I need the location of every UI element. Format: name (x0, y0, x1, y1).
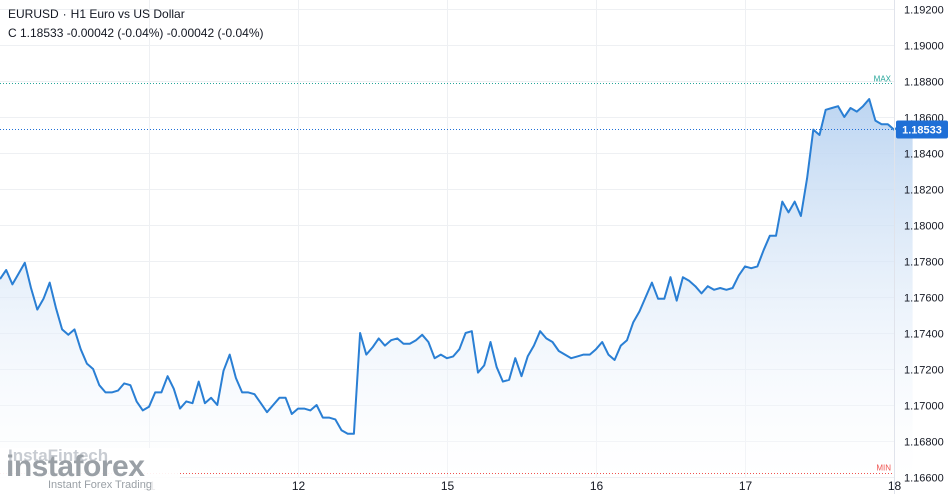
max-label: MAX (874, 75, 892, 84)
y-tick-label: 1.18000 (904, 221, 944, 233)
symbol-label[interactable]: EURUSD (8, 7, 59, 21)
x-tick-label: 16 (590, 479, 604, 493)
watermark-backdrop (0, 448, 180, 494)
watermark-logo: instaforex (6, 450, 145, 483)
x-tick-label: 12 (292, 479, 306, 493)
y-tick-label: 1.17600 (904, 293, 944, 305)
x-tick-label: 17 (739, 479, 753, 493)
y-tick-label: 1.18400 (904, 149, 944, 161)
x-tick-label: 15 (441, 479, 455, 493)
symbol-description: H1 Euro vs US Dollar (70, 7, 185, 21)
chart-legend: EURUSD · H1 Euro vs US Dollar C 1.18533 -0… (8, 5, 264, 43)
y-tick-label: 1.16800 (904, 437, 944, 449)
legend-separator: · (62, 7, 67, 21)
x-tick-label: 18 (888, 479, 902, 493)
reference-lines: MAX MIN (0, 75, 894, 474)
ohlc-values: C 1.18533 -0.00042 (-0.04%) -0.00042 (-0… (8, 26, 264, 40)
y-tick-label: 1.16600 (904, 473, 944, 485)
price-axis[interactable]: 1.16600 1.16800 1.17000 1.17200 1.17400 1.176… (894, 0, 949, 494)
y-tick-label: 1.19000 (904, 41, 944, 53)
time-axis[interactable]: 111215161718 (143, 479, 901, 493)
watermark-tagline: Instant Forex Trading (48, 479, 152, 491)
y-tick-label: 1.18800 (904, 77, 944, 89)
price-line-layer (0, 98, 914, 435)
last-price-badge (896, 120, 948, 139)
min-label: MIN (876, 464, 891, 473)
grid (0, 0, 895, 478)
y-tick-label: 1.17000 (904, 401, 944, 413)
price-area-fill (0, 99, 913, 477)
watermark-behind-text: InstaFintech (8, 446, 109, 465)
y-tick-label: 1.17200 (904, 365, 944, 377)
y-tick-label: 1.17800 (904, 257, 944, 269)
y-tick-label: 1.18200 (904, 185, 944, 197)
legend-title-row: EURUSD · H1 Euro vs US Dollar (8, 5, 264, 24)
y-tick-label: 1.17400 (904, 329, 944, 341)
price-area (0, 99, 913, 477)
price-line[interactable] (0, 98, 914, 435)
last-price-label: 1.18533 (902, 125, 942, 137)
y-tick-label: 1.19200 (904, 5, 944, 17)
